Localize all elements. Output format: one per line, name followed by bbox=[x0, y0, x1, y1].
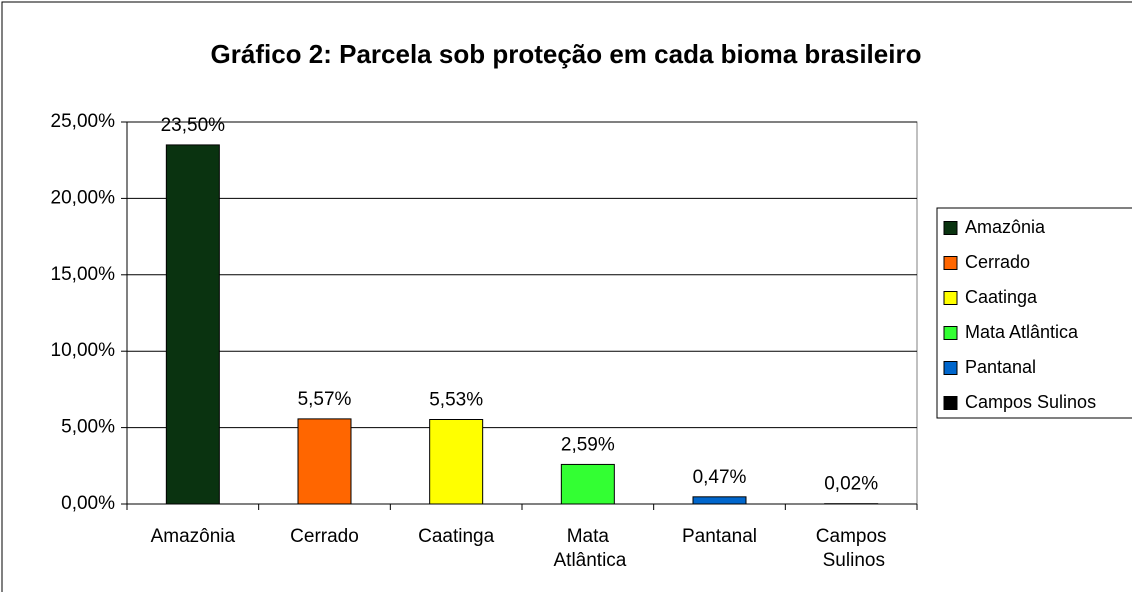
legend-label: Caatinga bbox=[965, 287, 1038, 307]
legend-swatch bbox=[943, 396, 958, 410]
y-tick-label: 0,00% bbox=[61, 493, 115, 514]
legend-box bbox=[936, 207, 1132, 419]
x-tick-label: Cerrado bbox=[290, 526, 359, 547]
y-tick-label: 10,00% bbox=[51, 340, 116, 361]
legend-swatch bbox=[943, 361, 958, 375]
y-tick-label: 20,00% bbox=[51, 187, 116, 208]
data-label: 0,02% bbox=[824, 474, 878, 495]
data-label: 2,59% bbox=[561, 434, 615, 455]
plot-area bbox=[126, 121, 918, 505]
legend-label: Cerrado bbox=[965, 252, 1030, 272]
bar bbox=[692, 496, 747, 505]
bar bbox=[165, 144, 220, 505]
legend-swatch bbox=[943, 326, 958, 340]
bar bbox=[560, 463, 615, 505]
legend-swatch bbox=[943, 291, 958, 305]
y-tick-label: 5,00% bbox=[61, 417, 115, 438]
x-tick-label: Pantanal bbox=[682, 526, 757, 547]
bar bbox=[429, 419, 484, 505]
chart-title: Gráfico 2: Parcela sob proteção em cada … bbox=[211, 39, 922, 69]
legend-label: Pantanal bbox=[965, 357, 1036, 377]
x-tick-label: Campos Sulinos bbox=[816, 526, 887, 571]
y-tick-label: 15,00% bbox=[51, 264, 116, 285]
legend-label: Campos Sulinos bbox=[965, 392, 1096, 412]
legend-swatch bbox=[943, 256, 958, 270]
legend-label: Mata Atlântica bbox=[965, 322, 1079, 342]
x-tick-label: Amazônia bbox=[151, 526, 236, 547]
x-tick-label: Mata Atlântica bbox=[549, 526, 627, 571]
data-label: 0,47% bbox=[693, 467, 747, 488]
data-label: 5,53% bbox=[429, 390, 483, 411]
x-tick-label: Caatinga bbox=[418, 526, 494, 547]
data-label: 5,57% bbox=[298, 389, 352, 410]
data-label: 23,50% bbox=[161, 115, 226, 136]
legend-swatch bbox=[943, 221, 958, 235]
y-tick-label: 25,00% bbox=[51, 111, 116, 132]
bar bbox=[297, 418, 352, 505]
legend-label: Amazônia bbox=[965, 217, 1046, 237]
